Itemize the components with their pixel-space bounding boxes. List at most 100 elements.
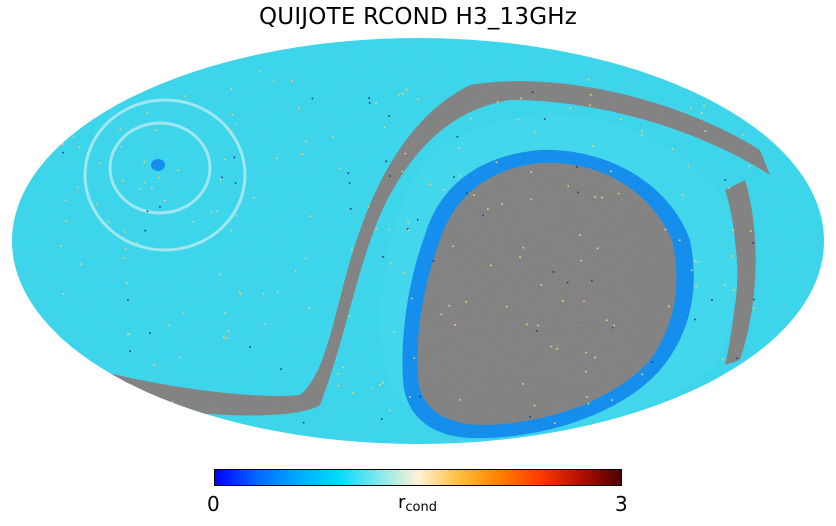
speckle [749, 230, 752, 232]
speckle [158, 176, 160, 179]
speckle [182, 312, 185, 315]
speckle [531, 91, 534, 94]
speckle [221, 176, 223, 179]
speckle [375, 102, 377, 105]
speckle [590, 94, 592, 96]
speckle [732, 229, 734, 231]
speckle [342, 366, 345, 369]
speckle [146, 112, 149, 114]
speckle [179, 356, 181, 359]
speckle [231, 113, 234, 116]
speckle [280, 368, 282, 370]
speckle [690, 107, 692, 110]
speckle [678, 239, 681, 242]
speckle [728, 187, 731, 189]
speckle [388, 115, 390, 117]
speckle [235, 214, 237, 217]
speckle [540, 284, 543, 286]
speckle [177, 71, 179, 73]
speckle [530, 198, 532, 201]
speckle [416, 218, 419, 221]
speckle [180, 246, 183, 248]
speckle [368, 97, 370, 99]
speckle [60, 245, 62, 247]
speckle [465, 301, 467, 303]
speckle [680, 411, 683, 413]
speckle [522, 383, 524, 385]
speckle [294, 270, 297, 272]
speckle [389, 175, 391, 177]
speckle [519, 256, 521, 258]
speckle [668, 305, 670, 308]
speckle [526, 323, 528, 326]
speckle [71, 353, 74, 355]
speckle [130, 384, 133, 387]
speckle [442, 188, 445, 191]
speckle [348, 315, 351, 317]
speckle [128, 333, 131, 335]
speckle [711, 299, 713, 301]
speckle [72, 135, 75, 138]
speckle [393, 331, 395, 333]
speckle [183, 95, 186, 97]
colorbar-min-label: 0 [207, 492, 220, 516]
speckle [276, 157, 278, 159]
speckle [530, 171, 532, 173]
speckle [756, 375, 758, 377]
speckle [291, 79, 293, 82]
speckle [367, 205, 370, 208]
speckle [413, 357, 416, 359]
speckle [482, 214, 484, 217]
speckle [522, 246, 525, 249]
speckle [224, 158, 226, 161]
speckle [671, 148, 674, 150]
speckle [731, 255, 734, 257]
map-title: QUIJOTE RCOND H3_13GHz [258, 4, 577, 30]
speckle [108, 220, 110, 223]
speckle [272, 80, 275, 83]
speckle [473, 194, 475, 196]
speckle [253, 197, 255, 199]
speckle [99, 162, 102, 164]
speckle [144, 229, 147, 232]
speckle [126, 333, 129, 336]
speckle [579, 234, 581, 236]
speckle [589, 104, 591, 107]
speckle [229, 129, 232, 132]
speckle [230, 229, 233, 232]
speckle [501, 203, 503, 205]
speckle [569, 107, 572, 109]
speckle [594, 196, 597, 198]
speckle [753, 298, 755, 301]
colorbar-label-sub: cond [405, 500, 437, 515]
colorbar-label: rcond [398, 492, 437, 515]
speckle [220, 178, 222, 181]
speckle [681, 194, 684, 196]
speckle [419, 395, 421, 398]
speckle [143, 161, 145, 163]
speckle [701, 112, 703, 114]
speckle [740, 99, 743, 102]
speckle [533, 404, 536, 407]
speckle [495, 161, 498, 164]
speckle [311, 97, 314, 100]
speckle [724, 284, 726, 286]
speckle [347, 172, 350, 174]
speckle [535, 330, 538, 332]
speckle [375, 228, 378, 230]
speckle [228, 330, 230, 332]
speckle [239, 293, 242, 295]
speckle [586, 396, 588, 398]
speckle [585, 370, 587, 373]
speckle [129, 350, 131, 352]
speckle [298, 107, 300, 110]
speckle [469, 117, 472, 120]
speckle [505, 305, 508, 308]
speckle [648, 413, 650, 415]
speckle [380, 418, 383, 420]
speckle [704, 130, 707, 132]
speckle [62, 151, 64, 154]
speckle [234, 182, 237, 184]
